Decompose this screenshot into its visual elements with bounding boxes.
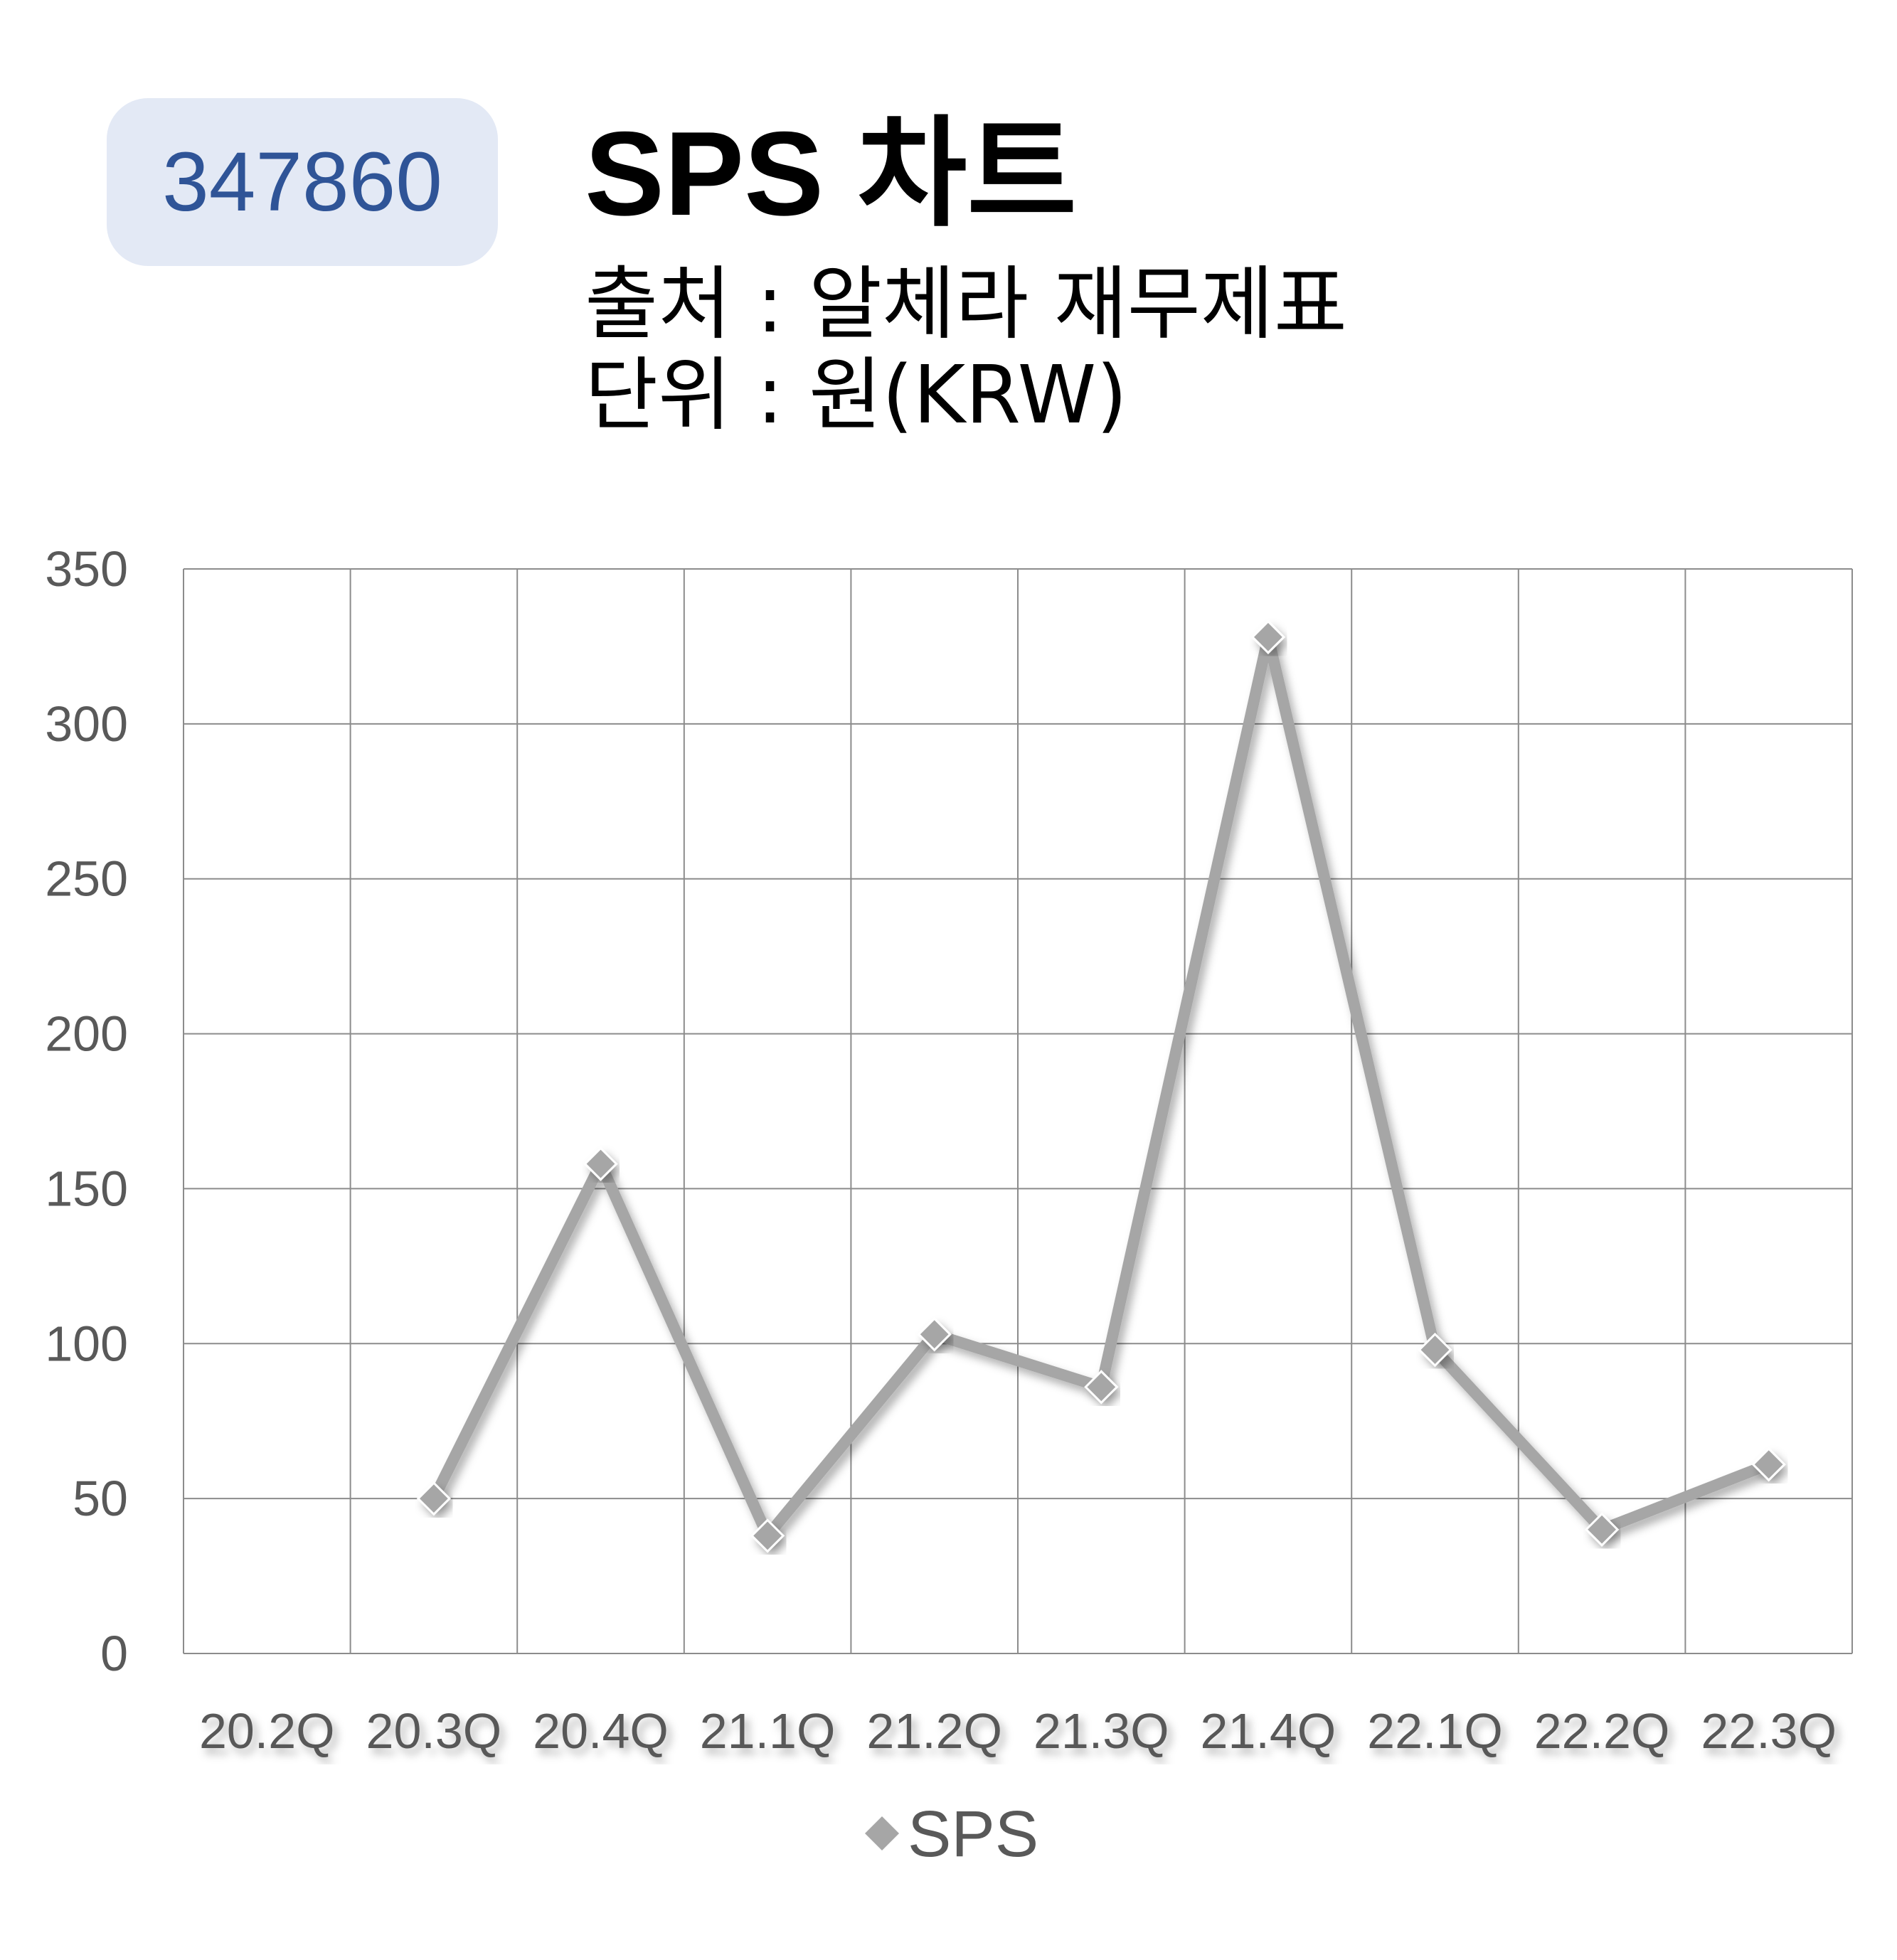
y-tick-label: 250: [45, 851, 128, 907]
data-point: [750, 1518, 785, 1553]
y-tick-label: 0: [100, 1626, 128, 1681]
unit-label: 단위 : 원(KRW): [585, 349, 1127, 442]
legend-label: SPS: [908, 1798, 1038, 1870]
stock-code-badge: 347860: [107, 98, 498, 266]
x-tick-label: 21.1Q: [700, 1703, 836, 1759]
data-point: [1418, 1332, 1452, 1368]
data-point: [917, 1317, 952, 1352]
source-label: 출처 : 알체라 재무제표: [585, 258, 1347, 351]
x-tick-label: 21.3Q: [1033, 1703, 1169, 1759]
y-tick-label: 50: [73, 1471, 128, 1526]
y-tick-label: 200: [45, 1006, 128, 1062]
data-point: [1250, 619, 1286, 654]
x-axis-ticks: 20.2Q 20.3Q 20.4Q 21.1Q 21.2Q 21.3Q 21.4Q 22.1Q…: [199, 1703, 1837, 1759]
legend-marker: [865, 1816, 899, 1850]
x-tick-label: 21.4Q: [1201, 1703, 1337, 1759]
x-tick-label: 22.3Q: [1701, 1703, 1837, 1759]
data-point: [1084, 1370, 1119, 1405]
y-axis-ticks: 0 50 100 150 200 250 300 350: [45, 541, 128, 1681]
stock-code: 347860: [162, 135, 442, 229]
data-point: [1584, 1512, 1620, 1547]
x-tick-label: 22.1Q: [1367, 1703, 1503, 1759]
x-tick-label: 20.2Q: [199, 1703, 335, 1759]
data-point: [416, 1481, 452, 1516]
y-tick-label: 150: [45, 1161, 128, 1216]
y-tick-label: 300: [45, 696, 128, 752]
data-point: [583, 1146, 618, 1181]
x-tick-label: 21.2Q: [866, 1703, 1002, 1759]
data-point: [1751, 1447, 1786, 1482]
x-tick-label: 22.2Q: [1534, 1703, 1670, 1759]
y-tick-label: 100: [45, 1316, 128, 1371]
series-layer: [416, 619, 1786, 1553]
chart-title: SPS 차트: [585, 107, 1077, 240]
grid: [183, 568, 1853, 1654]
legend: SPS: [865, 1798, 1038, 1870]
y-tick-label: 350: [45, 541, 128, 597]
x-tick-label: 20.3Q: [366, 1703, 502, 1759]
x-tick-label: 20.4Q: [533, 1703, 669, 1759]
